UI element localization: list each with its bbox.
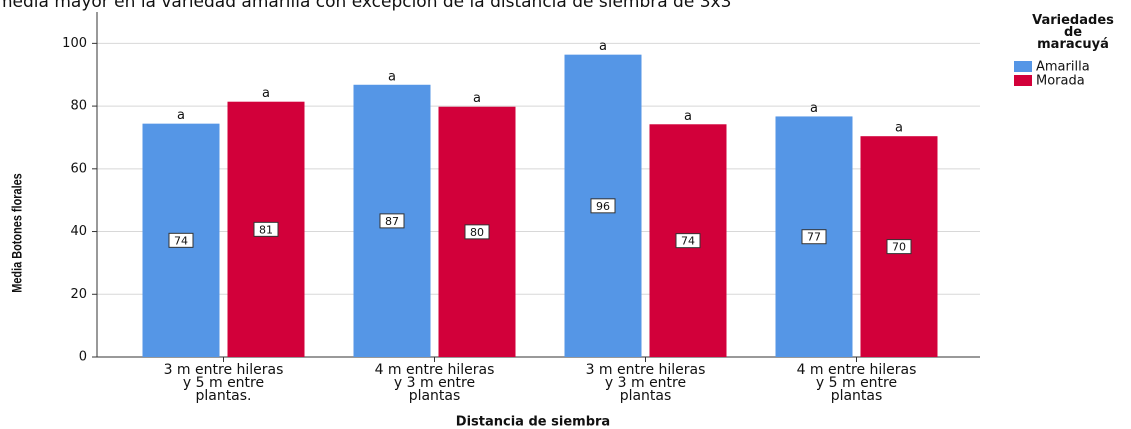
x-tick-line: 3 m entre hileras [586,362,706,378]
y-tick-label: 0 [79,350,87,365]
group-letter: a [895,121,903,136]
value-label: 77 [807,231,821,244]
caption: media mayor en la variedad amarilla con … [0,0,731,12]
group-letter: a [177,108,185,123]
value-label: 80 [470,226,484,239]
x-tick-label: 3 m entre hileras y 5 m entre plantas. [164,362,284,404]
y-tick-label: 60 [70,161,87,176]
x-tick-label: 3 m entre hileras y 3 m entre plantas [586,362,706,404]
x-tick-line: y 5 m entre [816,375,897,391]
legend-title-line: Variedades [1032,13,1114,28]
value-label-box [379,213,405,229]
value-label-box [464,224,490,240]
x-tick-line: plantas [409,388,461,404]
value-label-box [801,229,827,245]
group-letter: a [262,86,270,101]
value-label: 74 [174,234,188,247]
group-letter: a [388,69,396,84]
y-tick-label: 100 [62,36,87,51]
value-label-box [253,221,279,237]
value-label: 96 [596,200,610,213]
legend-title: Variedades de maracuyá [1032,13,1114,52]
x-axis-label: Distancia de siembra [456,415,610,429]
x-tick-line: 3 m entre hileras [164,362,284,378]
x-tick-line: y 5 m entre [183,375,264,391]
legend-title-line: maracuyá [1037,37,1109,52]
legend-title-line: de [1064,25,1082,40]
value-label: 81 [259,223,273,236]
legend-swatch [1014,61,1032,72]
group-letter: a [684,109,692,124]
value-label-box [168,232,194,248]
group-letter: a [599,39,607,54]
x-tick-line: plantas. [195,388,251,404]
value-label-box [590,198,616,214]
value-label: 74 [681,235,695,248]
legend-label: Morada [1036,74,1085,89]
x-tick-line: plantas [831,388,883,404]
x-tick-label: 4 m entre hileras y 3 m entre plantas [375,362,495,404]
x-tick-line: 4 m entre hileras [797,362,917,378]
y-tick-label: 40 [70,224,87,239]
x-tick-line: y 3 m entre [605,375,686,391]
legend-swatch [1014,75,1032,86]
x-tick-label: 4 m entre hileras y 5 m entre plantas [797,362,917,404]
y-tick-label: 20 [70,287,87,302]
group-letter: a [473,91,481,106]
value-label-box [675,233,701,249]
x-tick-line: y 3 m entre [394,375,475,391]
y-tick-label: 80 [70,99,87,114]
value-label-box [886,239,912,255]
x-tick-line: 4 m entre hileras [375,362,495,378]
x-tick-line: plantas [620,388,672,404]
y-axis-label: Media Botones florales [9,173,25,292]
legend-label: Amarilla [1036,60,1090,75]
value-label: 87 [385,215,399,228]
group-letter: a [810,101,818,116]
value-label: 70 [892,241,906,254]
